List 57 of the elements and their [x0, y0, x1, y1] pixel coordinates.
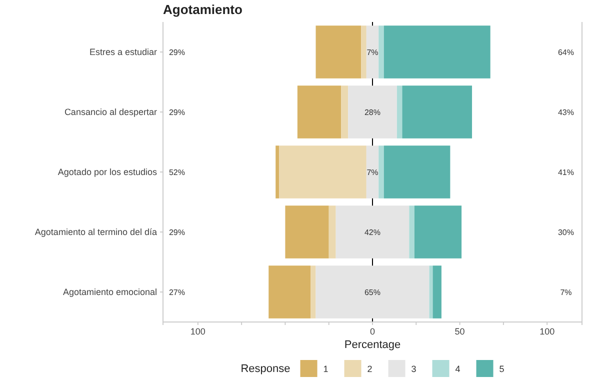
bar: [361, 26, 366, 78]
annotation: 65%: [364, 288, 381, 297]
y-tick-label: Cansancio al despertar: [64, 106, 157, 117]
x-tick-label: 100: [190, 326, 206, 336]
x-axis-title: Percentage: [344, 339, 401, 351]
bar: [384, 26, 490, 78]
legend-label: 4: [455, 364, 460, 374]
legend-label: 1: [323, 364, 328, 374]
bar: [432, 266, 442, 318]
bar: [328, 206, 336, 258]
chart-title: Agotamiento: [163, 2, 242, 17]
annotation: 7%: [560, 288, 572, 297]
annotation: 7%: [366, 48, 378, 57]
bar: [310, 266, 316, 318]
y-tick-label: Agotamiento emocional: [62, 286, 157, 297]
annotation: 43%: [558, 108, 574, 117]
annotation: 30%: [558, 228, 574, 237]
annotation: 29%: [168, 48, 186, 57]
x-tick-label: 100: [540, 326, 555, 336]
bar: [414, 206, 462, 258]
legend-label: 2: [367, 364, 372, 374]
bar: [268, 266, 311, 318]
annotation: 28%: [364, 108, 381, 117]
bar: [316, 26, 362, 78]
annotation: 42%: [364, 228, 381, 237]
legend-title: Response: [240, 363, 290, 375]
bar: [341, 86, 348, 138]
y-tick-label: Agotamiento al termino del día: [34, 226, 157, 237]
bar: [429, 266, 433, 318]
bar: [409, 206, 414, 258]
bar: [366, 146, 379, 198]
bar: [285, 206, 329, 258]
bar: [378, 146, 384, 198]
annotation: 29%: [168, 108, 186, 117]
bar: [297, 86, 342, 138]
bar: [396, 86, 402, 138]
bar: [279, 146, 366, 198]
bar: [276, 146, 280, 198]
annotation: 52%: [168, 168, 186, 177]
bar: [378, 26, 384, 78]
annotation: 64%: [558, 48, 574, 57]
x-tick-label: 50: [454, 326, 465, 336]
y-tick-label: Agotado por los estudios: [58, 166, 158, 177]
legend-label: 5: [499, 364, 504, 374]
bar: [402, 86, 472, 138]
legend-label: 3: [411, 364, 416, 374]
annotation: 7%: [366, 168, 378, 177]
annotation: 41%: [558, 168, 574, 177]
bar: [316, 266, 430, 318]
bar: [366, 26, 379, 78]
bar: [336, 206, 410, 258]
bar: [384, 146, 450, 198]
y-tick-label: Estres a estudiar: [89, 46, 157, 57]
annotation: 29%: [168, 228, 186, 237]
bar: [348, 86, 397, 138]
annotation: 27%: [168, 288, 186, 297]
x-tick-label: 0: [370, 326, 376, 336]
